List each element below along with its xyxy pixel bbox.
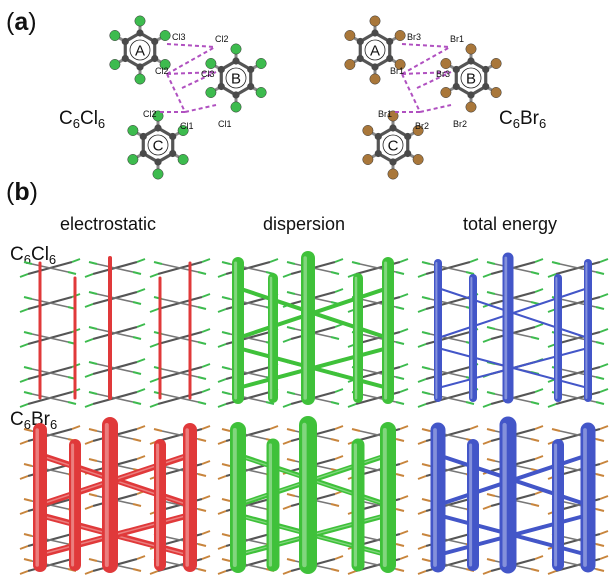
framework-c6cl6-electrostatic xyxy=(19,256,211,408)
c6br6-trimer-structure: A B C Br3 Br1 Br1 Br3 Br1 Br2 Br2 xyxy=(344,15,502,180)
ring-label: A xyxy=(135,43,145,60)
atom-label: Cl3 xyxy=(201,69,215,79)
halogen-contact xyxy=(416,71,452,89)
ring-a: A xyxy=(109,15,171,85)
column-title-dispersion: dispersion xyxy=(263,214,346,234)
ring-b: B xyxy=(205,43,267,113)
framework-c6cl6-dispersion xyxy=(217,251,409,408)
halogen-contact xyxy=(166,46,216,75)
atom-label: Cl2 xyxy=(143,109,157,119)
ring-label: A xyxy=(370,43,380,60)
halogen-contact xyxy=(419,104,452,113)
atom-label: Cl3 xyxy=(172,32,186,42)
ring-a: A xyxy=(344,15,406,85)
c6cl6-trimer-structure: A B C Cl3 Cl2 Cl2 Cl3 Cl2 Cl1 Cl1 xyxy=(109,15,267,180)
ring-label: B xyxy=(231,71,241,88)
column-title-electrostatic: electrostatic xyxy=(60,214,157,234)
ring-label: C xyxy=(153,138,164,155)
atom-label: Br3 xyxy=(407,32,421,42)
ring-c: C xyxy=(127,110,189,180)
halogen-contact xyxy=(401,71,452,75)
framework-c6br6-total-energy xyxy=(417,416,609,575)
halogen-contact xyxy=(401,46,451,75)
atom-label: Cl2 xyxy=(155,66,169,76)
halogen-contact xyxy=(401,43,451,48)
atom-label: Cl1 xyxy=(218,119,232,129)
halogen-contact xyxy=(166,71,217,75)
framework-c6cl6-total-energy xyxy=(417,252,609,408)
ring-label: C xyxy=(388,138,399,155)
panel-a-label: (a) xyxy=(6,8,37,36)
atom-label: Cl2 xyxy=(215,34,229,44)
atom-label: Br1 xyxy=(378,109,392,119)
atom-label: Br3 xyxy=(436,69,450,79)
c6cl6-formula: C6Cl6 xyxy=(59,108,106,131)
row-label-c6cl6: C6Cl6 xyxy=(10,244,57,267)
halogen-contact xyxy=(166,43,216,48)
ring-b: B xyxy=(440,43,502,113)
column-title-total-energy: total energy xyxy=(463,214,558,234)
atom-label: Br2 xyxy=(415,121,429,131)
panel-a-molecules: A B C Cl3 Cl2 Cl2 Cl3 Cl2 Cl1 Cl1 A B C Br3 Br1 Br1 Br3… xyxy=(109,15,502,180)
halogen-contact xyxy=(181,71,217,89)
ring-label: B xyxy=(466,71,476,88)
atom-label: Br1 xyxy=(450,34,464,44)
atom-label: Br2 xyxy=(453,119,467,129)
atom-label: Cl1 xyxy=(180,121,194,131)
atom-label: Br1 xyxy=(390,66,404,76)
halogen-contact xyxy=(401,73,421,113)
framework-c6br6-dispersion xyxy=(217,416,409,575)
framework-c6br6-electrostatic xyxy=(19,417,211,575)
ring-c: C xyxy=(362,110,424,180)
panel-b-label: (b) xyxy=(6,178,38,206)
halogen-contact xyxy=(184,104,217,113)
c6br6-formula: C6Br6 xyxy=(499,108,547,131)
halogen-contact xyxy=(166,73,186,113)
